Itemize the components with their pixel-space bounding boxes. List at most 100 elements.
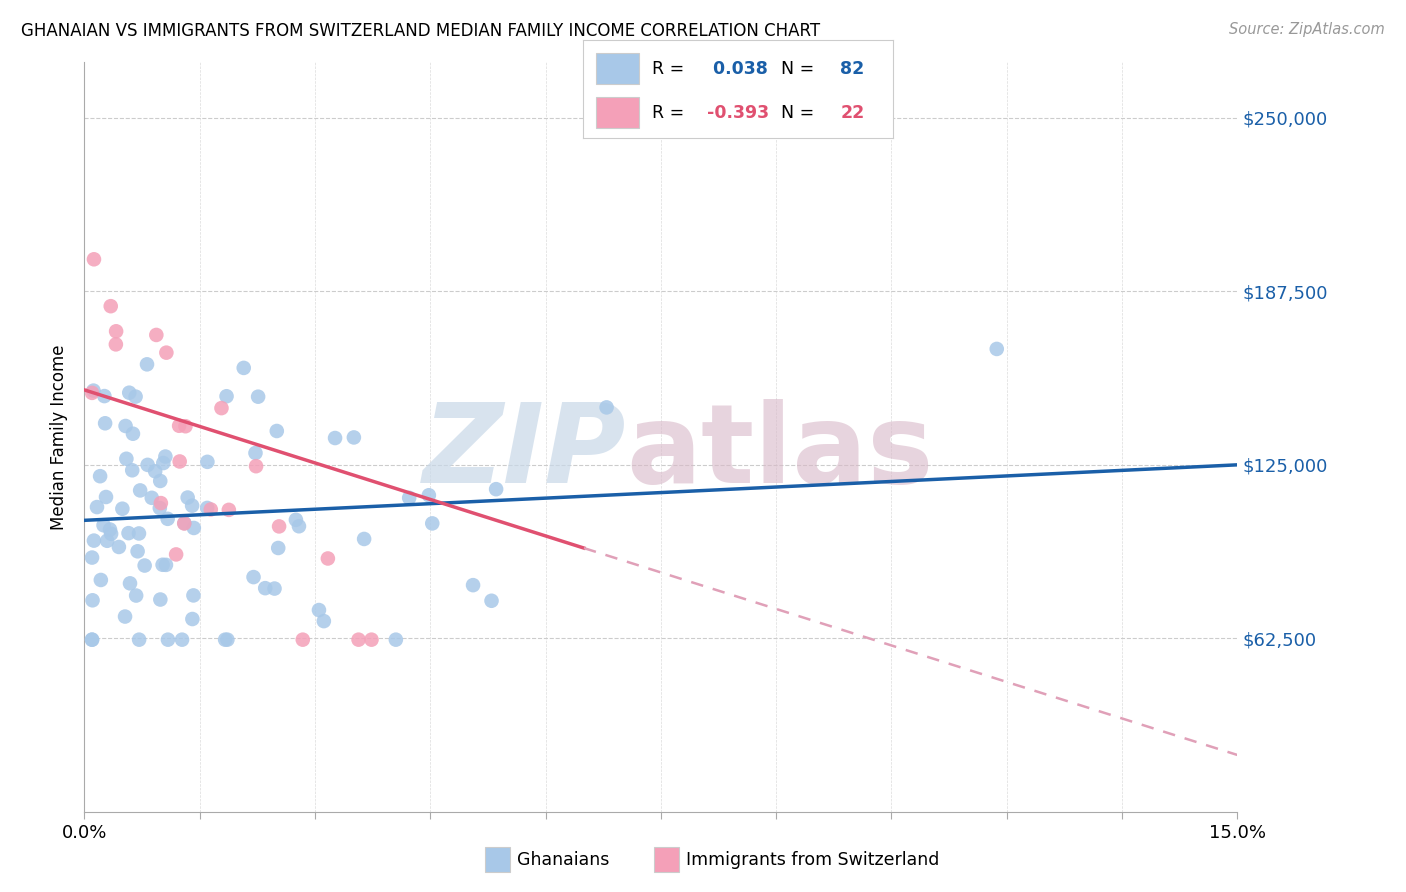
Text: 22: 22	[841, 103, 865, 121]
Point	[111, 501, 134, 516]
Text: N =: N =	[782, 103, 820, 121]
Text: Immigrants from Switzerland: Immigrants from Switzerland	[686, 851, 939, 869]
Point	[217, 632, 239, 647]
Point	[169, 454, 191, 468]
Text: 82: 82	[841, 60, 865, 78]
Point	[145, 327, 167, 342]
Point	[93, 389, 115, 403]
Point	[245, 446, 267, 460]
Point	[173, 516, 195, 531]
Point	[86, 500, 108, 514]
Point	[211, 401, 233, 416]
Text: R =: R =	[651, 103, 689, 121]
Point	[481, 594, 503, 608]
Point	[118, 576, 141, 591]
Point	[167, 418, 190, 433]
Point	[156, 512, 179, 526]
Point	[114, 419, 136, 434]
Point	[100, 526, 122, 541]
Point	[100, 299, 122, 313]
Point	[149, 496, 172, 510]
Point	[83, 533, 105, 548]
Point	[263, 582, 285, 596]
Text: -0.393: -0.393	[707, 103, 769, 121]
Point	[114, 609, 136, 624]
Point	[80, 632, 103, 647]
Point	[485, 482, 508, 496]
Point	[312, 614, 335, 628]
Point	[347, 632, 370, 647]
Point	[108, 540, 131, 554]
Point	[267, 519, 290, 533]
Point	[90, 573, 112, 587]
Point	[461, 578, 484, 592]
Point	[195, 500, 218, 515]
Point	[214, 632, 236, 647]
Point	[181, 499, 204, 513]
Point	[398, 491, 420, 505]
Point	[418, 488, 440, 502]
Point	[247, 390, 270, 404]
Point	[360, 632, 382, 647]
Point	[122, 426, 145, 441]
Point	[291, 632, 314, 647]
FancyBboxPatch shape	[596, 53, 640, 85]
Point	[94, 417, 117, 431]
FancyBboxPatch shape	[596, 97, 640, 128]
Point	[117, 526, 139, 541]
Point	[83, 252, 105, 267]
Point	[129, 483, 152, 498]
Point	[420, 516, 443, 531]
Point	[93, 518, 115, 533]
Point	[121, 463, 143, 477]
Point	[105, 324, 128, 338]
Point	[149, 501, 172, 516]
Point	[141, 491, 163, 505]
Point	[183, 588, 205, 602]
Point	[176, 491, 198, 505]
Point	[173, 516, 195, 530]
Point	[136, 357, 159, 371]
Point	[89, 469, 111, 483]
Point	[98, 523, 121, 537]
Text: atlas: atlas	[626, 399, 934, 506]
Text: R =: R =	[651, 60, 689, 78]
Point	[136, 458, 159, 472]
Point	[174, 419, 197, 434]
Point	[353, 532, 375, 546]
Point	[124, 390, 146, 404]
Point	[266, 424, 288, 438]
Point	[143, 464, 166, 478]
Point	[115, 451, 138, 466]
Point	[94, 490, 117, 504]
Point	[80, 385, 103, 400]
Point	[218, 503, 240, 517]
Point	[254, 581, 277, 595]
Point	[197, 455, 219, 469]
Point	[152, 558, 174, 572]
Point	[165, 548, 187, 562]
Point	[156, 632, 179, 647]
Point	[343, 430, 366, 444]
Y-axis label: Median Family Income: Median Family Income	[51, 344, 69, 530]
Point	[323, 431, 346, 445]
Point	[215, 389, 238, 403]
Point	[80, 550, 103, 565]
Point	[128, 632, 150, 647]
Text: N =: N =	[782, 60, 820, 78]
Point	[82, 593, 104, 607]
Point	[316, 551, 339, 566]
Point	[155, 450, 177, 464]
Point	[96, 533, 118, 548]
Point	[284, 513, 307, 527]
Point	[200, 502, 222, 516]
Point	[308, 603, 330, 617]
Point	[152, 456, 174, 470]
Point	[595, 401, 617, 415]
Point	[149, 474, 172, 488]
Point	[245, 459, 267, 474]
Text: Source: ZipAtlas.com: Source: ZipAtlas.com	[1229, 22, 1385, 37]
Text: Ghanaians: Ghanaians	[517, 851, 610, 869]
Point	[149, 592, 172, 607]
Point	[155, 558, 177, 572]
